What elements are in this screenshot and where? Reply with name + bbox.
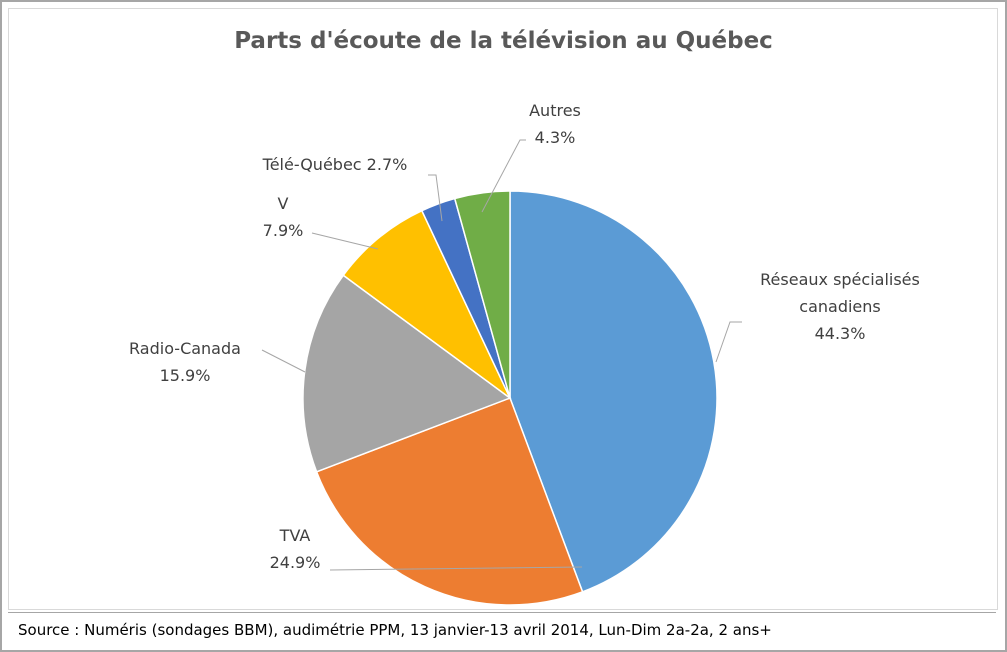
leader-line — [715, 321, 742, 363]
value-label: 15.9% — [159, 366, 211, 385]
source-note: Source : Numéris (sondages BBM), audimét… — [18, 621, 772, 639]
data-label: Télé-Québec 2.7% — [230, 151, 440, 178]
pie-slice — [509, 190, 718, 593]
category-label: Autres — [529, 101, 581, 120]
chart-title: Parts d'écoute de la télévision au Québe… — [234, 28, 773, 54]
value-label: 7.9% — [262, 221, 304, 240]
data-label: Réseaux spécialisés canadiens 44.3% — [745, 266, 935, 347]
value-label: 2.7% — [366, 155, 408, 174]
value-label: 44.3% — [814, 324, 866, 343]
category-label: Télé-Québec — [262, 155, 362, 174]
pie-slice — [315, 397, 584, 606]
pie-slice — [342, 209, 511, 399]
category-label: V — [277, 194, 289, 213]
chart-area — [8, 8, 998, 610]
category-label: Radio-Canada — [129, 339, 241, 358]
data-label: Autres 4.3% — [505, 97, 605, 151]
source-box: Source : Numéris (sondages BBM), audimét… — [8, 612, 996, 649]
category-label: Réseaux spécialisés canadiens — [760, 270, 920, 316]
data-label: Radio-Canada 15.9% — [105, 335, 265, 389]
leader-line — [428, 174, 443, 222]
leader-line — [261, 349, 306, 373]
value-label: 4.3% — [534, 128, 576, 147]
leader-line — [481, 139, 526, 213]
data-label: TVA 24.9% — [235, 522, 355, 576]
leader-line — [329, 566, 583, 571]
category-label: TVA — [279, 526, 311, 545]
value-label: 24.9% — [269, 553, 321, 572]
chart — [261, 139, 742, 606]
data-label: V 7.9% — [233, 190, 333, 244]
pie-slice — [453, 190, 511, 399]
pie-slice — [302, 274, 512, 473]
leader-line — [311, 232, 379, 250]
